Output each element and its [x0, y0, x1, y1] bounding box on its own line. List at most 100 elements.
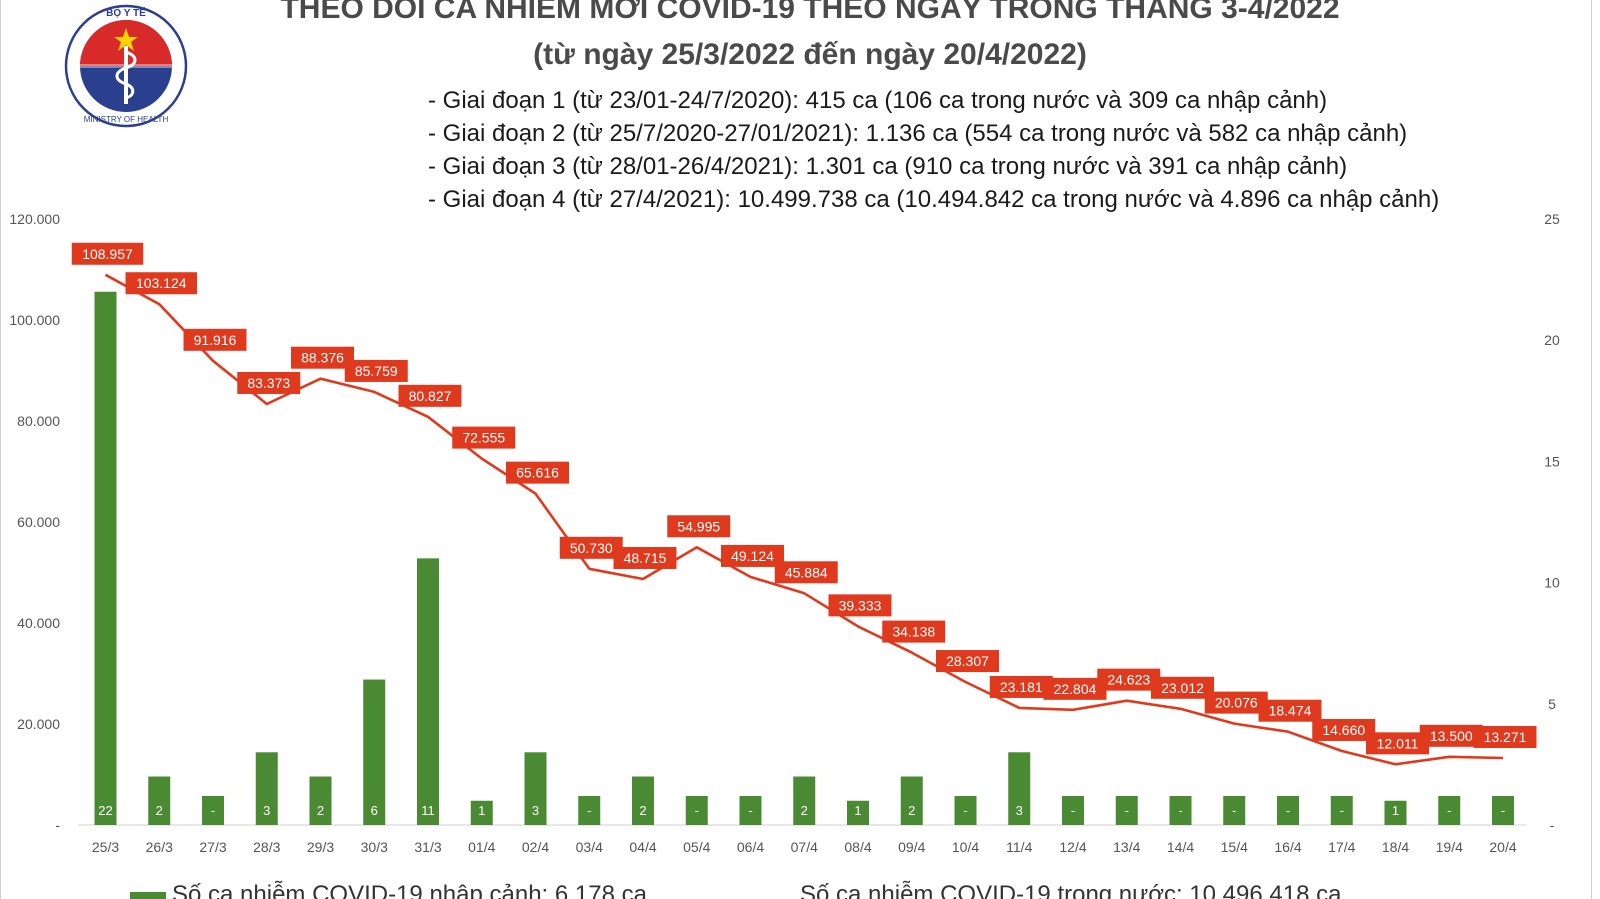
left-axis-tick-label: 120.000 [9, 211, 60, 227]
line-data-label: 91.916 [194, 332, 237, 348]
x-axis-tick-label: 07/4 [791, 839, 818, 855]
bar-imported-09-4 [900, 776, 923, 825]
bar-imported-31-3 [417, 558, 439, 825]
left-axis-tick-label: 100.000 [9, 312, 60, 328]
line-label-box [828, 594, 892, 617]
bar-imported-14-4 [1169, 796, 1192, 825]
line-label-box [1419, 724, 1483, 747]
logo-top-text: BỘ Y TẾ [106, 6, 146, 19]
bar-imported-17-4 [1330, 796, 1353, 825]
x-axis-tick-label: 13/4 [1113, 839, 1140, 855]
line-label-box [936, 650, 999, 673]
bar-imported-11-4 [1008, 752, 1031, 825]
right-axis-tick-label: 25 [1544, 211, 1560, 227]
bar-imported-03-4 [578, 796, 601, 825]
bar-imported-16-4 [1277, 796, 1299, 825]
bar-imported-08-4 [847, 800, 869, 825]
line-data-label: 103.124 [136, 275, 187, 291]
line-domestic-cases [104, 273, 1504, 766]
bar-data-label: - [748, 803, 752, 818]
bar-data-label: - [963, 803, 967, 818]
legend: Số ca nhiễm COVID-19 nhập cảnh: 6.178 ca… [130, 880, 1590, 899]
line-label-box [125, 272, 197, 295]
line-data-label: 85.759 [355, 363, 398, 379]
x-axis-tick-label: 12/4 [1059, 839, 1086, 855]
line-label-box [452, 426, 516, 449]
line-data-label: 20.076 [1215, 695, 1258, 711]
line-data-label: 65.616 [516, 465, 559, 481]
bar-data-label: 3 [532, 803, 539, 818]
line-label-box [183, 328, 247, 351]
bar-imported-29-3 [309, 776, 332, 825]
bar-imported-06-4 [739, 796, 762, 825]
x-axis-tick-label: 05/4 [683, 839, 710, 855]
bar-data-label: - [1447, 803, 1451, 818]
line-label-box [1097, 668, 1161, 691]
bar-data-label: - [587, 803, 591, 818]
line-data-label: 39.333 [839, 597, 882, 613]
phase-summary-item: - Giai đoạn 1 (từ 23/01-24/7/2020): 415 … [428, 87, 1328, 114]
x-axis-tick-label: 18/4 [1382, 839, 1409, 855]
line-label-box [1258, 699, 1322, 722]
bar-imported-18-4 [1384, 800, 1407, 825]
x-axis-tick-label: 09/4 [898, 839, 925, 855]
bar-data-label: 6 [371, 803, 378, 818]
left-axis-tick-label: - [55, 817, 60, 833]
line-data-label: 12.011 [1377, 735, 1419, 751]
line-label-box [291, 346, 354, 369]
line-data-label: 18.474 [1269, 703, 1312, 719]
line-label-box [344, 359, 408, 382]
line-data-label: 14.660 [1322, 722, 1365, 738]
legend-bar-label: Số ca nhiễm COVID-19 nhập cảnh: 6.178 ca [172, 881, 647, 899]
line-label-box [613, 546, 677, 569]
bar-data-label: 2 [801, 803, 808, 818]
line-label-box [989, 675, 1053, 698]
x-axis-tick-label: 08/4 [844, 839, 871, 855]
covid-cases-chart: - 20.000 40.000 60.000 80.000 100.000 120.000 -… [9, 211, 1560, 855]
phase-summary-item: - Giai đoạn 3 (từ 28/01-26/4/2021): 1.30… [428, 153, 1348, 180]
bar-imported-20-4 [1492, 796, 1514, 825]
line-data-label: 13.271 [1484, 729, 1527, 745]
bar-data-label: 3 [1016, 803, 1023, 818]
frame-right-edge [1591, 0, 1592, 899]
x-axis-tick-label: 10/4 [952, 839, 979, 855]
line-data-label: 48.715 [624, 550, 667, 566]
line-label-box [559, 536, 623, 559]
x-axis-tick-label: 15/4 [1221, 839, 1248, 855]
bar-imported-30-3 [363, 679, 386, 825]
line-data-label: 49.124 [731, 548, 774, 564]
right-axis-tick-label: 20 [1544, 332, 1560, 348]
bar-data-label: 2 [908, 803, 915, 818]
bar-imported-25-3 [94, 291, 117, 826]
x-axis-tick-label: 29/3 [307, 839, 334, 855]
chart-subtitle: (từ ngày 25/3/2022 đến ngày 20/4/2022) [533, 38, 1087, 71]
bar-imported-10-4 [954, 796, 977, 825]
bar-data-label: 3 [263, 803, 270, 818]
left-axis-tick-label: 80.000 [17, 413, 60, 429]
right-axis-tick-label: 15 [1544, 453, 1560, 469]
line-data-label: 45.884 [785, 564, 828, 580]
bar-imported-12-4 [1062, 796, 1084, 825]
bar-imported-01-4 [470, 800, 493, 825]
legend-bar-swatch [130, 892, 166, 899]
line-label-box [1043, 677, 1107, 700]
chart-title: THEO DÕI CA NHIỄM MỚI COVID-19 THEO NGÀY… [280, 0, 1340, 25]
bar-data-label: 1 [854, 803, 861, 818]
bar-data-label: - [695, 803, 699, 818]
bar-data-label: - [1125, 803, 1129, 818]
x-axis-tick-label: 02/4 [522, 839, 549, 855]
x-axis-tick-label: 14/4 [1167, 839, 1194, 855]
line-data-label: 54.995 [677, 518, 720, 534]
legend-line-label: Số ca nhiễm COVID-19 trong nước: 10.496.… [800, 881, 1342, 899]
line-label-box [398, 384, 462, 407]
line-data-label: 23.012 [1161, 680, 1204, 696]
line-data-label: 108.957 [82, 246, 133, 262]
bar-data-label: 2 [639, 803, 646, 818]
phase-summary-item: - Giai đoạn 2 (từ 25/7/2020-27/01/2021):… [428, 120, 1408, 147]
bar-imported-15-4 [1223, 796, 1246, 825]
bar-data-label: - [211, 803, 215, 818]
line-data-label: 28.307 [946, 653, 989, 669]
phase-summary-list: - Giai đoạn 1 (từ 23/01-24/7/2020): 415 … [428, 84, 1439, 216]
x-axis-tick-label: 20/4 [1489, 839, 1516, 855]
logo-bottom-text: MINISTRY OF HEALTH [84, 115, 169, 124]
